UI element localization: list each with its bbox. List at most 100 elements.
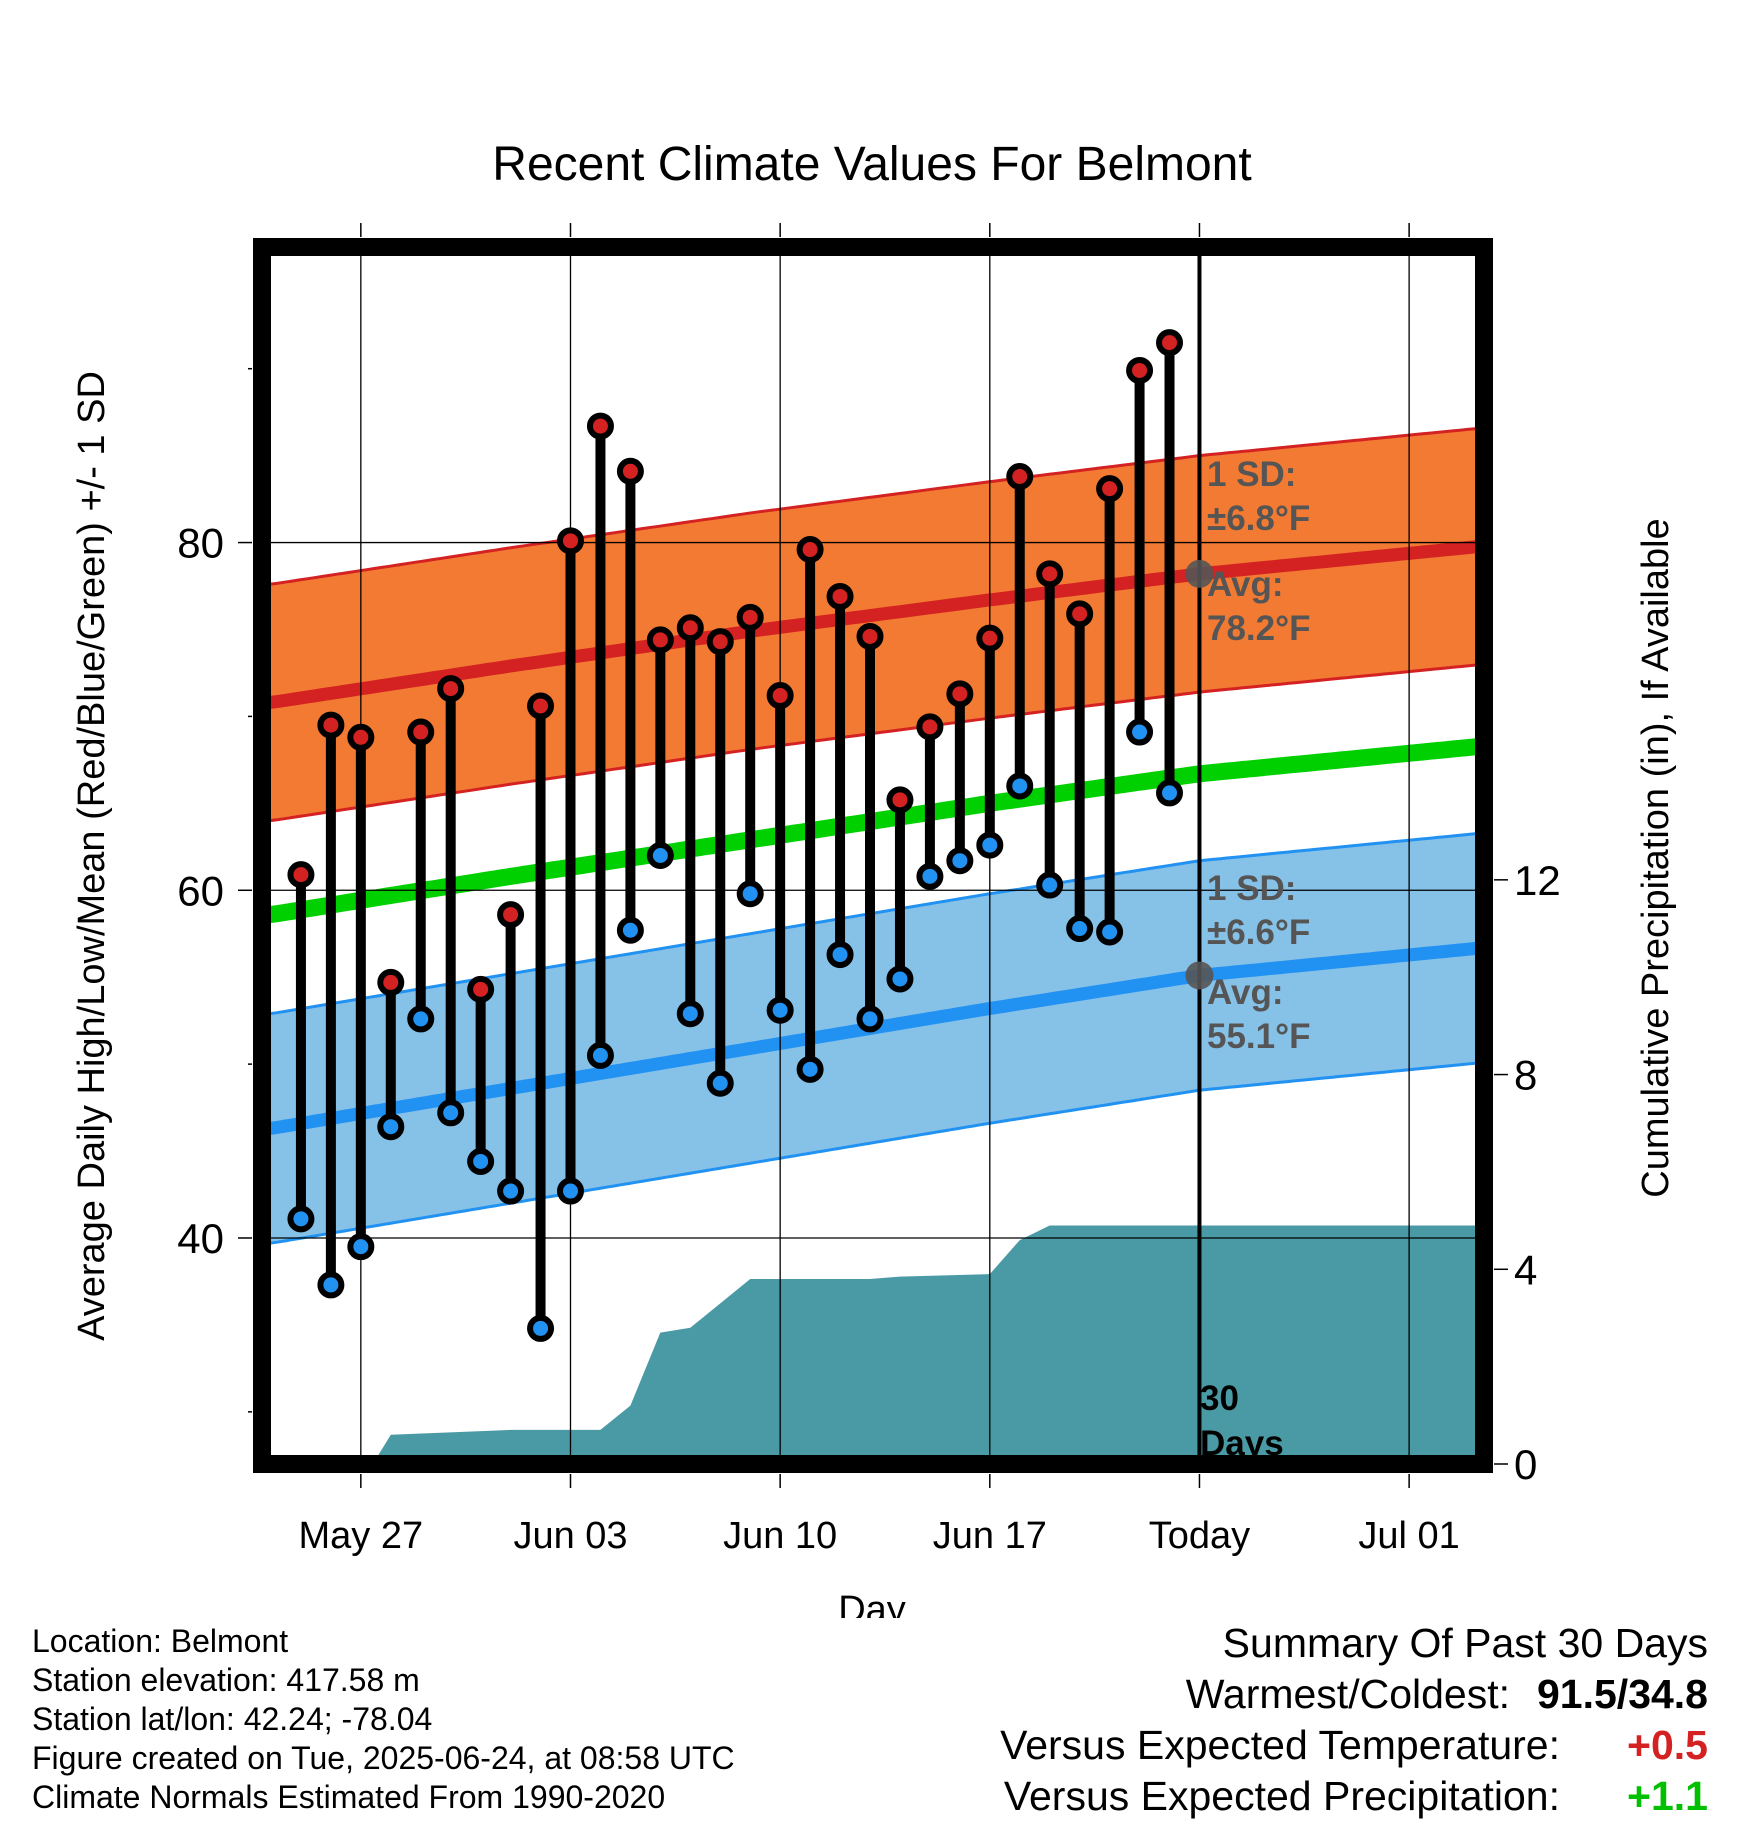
precip-value: +1.1 bbox=[1627, 1773, 1708, 1819]
daily-high-point bbox=[1126, 356, 1154, 384]
y-tick-label: 60 bbox=[177, 867, 224, 914]
summary-precip-row: Versus Expected Precipitation: +1.1 bbox=[1000, 1771, 1708, 1822]
daily-high-point bbox=[1066, 600, 1094, 628]
low-sd-band-lower-edge bbox=[262, 1061, 1483, 1245]
y2-axis-label: Cumulative Precipitation (in), If Availa… bbox=[1635, 518, 1677, 1197]
x-tick-label: Jul 01 bbox=[1358, 1515, 1459, 1557]
daily-low-point bbox=[736, 880, 764, 908]
y2-tick-label: 0 bbox=[1514, 1441, 1537, 1488]
precip-label: Versus Expected Precipitation: bbox=[1003, 1773, 1560, 1819]
daily-low-point bbox=[1156, 779, 1184, 807]
y2-tick-label: 12 bbox=[1514, 857, 1561, 904]
x-tick-label: Jun 10 bbox=[723, 1515, 837, 1557]
daily-high-point bbox=[377, 968, 405, 996]
daily-high-point bbox=[616, 457, 644, 485]
elevation-text: Station elevation: 417.58 m bbox=[32, 1662, 420, 1698]
created-text: Figure created on Tue, 2025-06-24, at 08… bbox=[32, 1740, 735, 1776]
daily-high-point bbox=[437, 675, 465, 703]
daily-low-point bbox=[556, 1177, 584, 1205]
warmest-value: 91.5/34.8 bbox=[1537, 1671, 1708, 1717]
summary-temp-row: Versus Expected Temperature: +0.5 bbox=[1000, 1720, 1708, 1771]
daily-low-point bbox=[347, 1233, 375, 1261]
daily-high-point bbox=[1156, 329, 1184, 357]
today-high-avg-marker bbox=[1185, 559, 1214, 588]
high-avg-label: Avg: bbox=[1207, 565, 1283, 604]
high-sd-value: ±6.8°F bbox=[1207, 499, 1310, 538]
daily-high-point bbox=[586, 412, 614, 440]
daily-low-point bbox=[317, 1271, 345, 1299]
daily-high-point bbox=[527, 692, 555, 720]
summary-panel: Summary Of Past 30 Days Warmest/Coldest:… bbox=[1000, 1618, 1708, 1822]
x-tick-label: May 27 bbox=[299, 1515, 424, 1557]
x-tick-label: Today bbox=[1149, 1515, 1250, 1557]
daily-low-point bbox=[916, 862, 944, 890]
daily-high-point bbox=[736, 603, 764, 631]
daily-high-point bbox=[556, 527, 584, 555]
daily-low-point bbox=[527, 1314, 555, 1342]
high-sd-band-upper-edge bbox=[262, 426, 1483, 586]
temp-value: +0.5 bbox=[1627, 1722, 1708, 1768]
daily-high-point bbox=[407, 718, 435, 746]
climate-chart: Recent Climate Values For Belmont 406080… bbox=[71, 138, 1677, 1618]
x-axis-label: Day bbox=[838, 1589, 906, 1618]
daily-low-point bbox=[1066, 915, 1094, 943]
y2-tick-label: 4 bbox=[1514, 1246, 1537, 1293]
warmest-label: Warmest/Coldest: bbox=[1185, 1671, 1510, 1717]
daily-high-point bbox=[317, 711, 345, 739]
plot-frame bbox=[253, 238, 1493, 1473]
daily-low-point bbox=[856, 1005, 884, 1033]
daily-high-point bbox=[886, 786, 914, 814]
daily-low-point bbox=[467, 1147, 495, 1175]
summary-title: Summary Of Past 30 Days bbox=[1222, 1620, 1708, 1666]
normals-text: Climate Normals Estimated From 1990-2020 bbox=[32, 1779, 666, 1815]
daily-high-point bbox=[1036, 560, 1064, 588]
daily-low-point bbox=[586, 1041, 614, 1069]
daily-low-point bbox=[796, 1055, 824, 1083]
low-avg-value: 55.1°F bbox=[1207, 1017, 1311, 1056]
daily-low-point bbox=[976, 831, 1004, 859]
y-tick-label: 40 bbox=[177, 1215, 224, 1262]
daily-high-point bbox=[1006, 462, 1034, 490]
chart-title: Recent Climate Values For Belmont bbox=[492, 138, 1251, 191]
summary-warmest-row: Warmest/Coldest: 91.5/34.8 bbox=[1000, 1669, 1708, 1720]
daily-low-point bbox=[497, 1177, 525, 1205]
daily-low-point bbox=[437, 1099, 465, 1127]
daily-low-point bbox=[377, 1113, 405, 1141]
daily-low-point bbox=[646, 842, 674, 869]
location-text: Location: Belmont bbox=[32, 1623, 289, 1659]
days-label-line1: 30 bbox=[1200, 1379, 1239, 1418]
daily-high-point bbox=[347, 723, 375, 751]
daily-low-point bbox=[407, 1005, 435, 1033]
station-info: Location: Belmont Station elevation: 417… bbox=[32, 1622, 735, 1817]
daily-low-point bbox=[706, 1069, 734, 1097]
daily-low-point bbox=[1096, 918, 1124, 946]
daily-high-point bbox=[646, 626, 674, 654]
daily-high-point bbox=[497, 901, 525, 929]
days-label-line2: Days bbox=[1200, 1424, 1284, 1463]
daily-low-point bbox=[1006, 772, 1034, 800]
daily-high-point bbox=[856, 622, 884, 650]
daily-high-point bbox=[766, 682, 794, 710]
y-tick-label: 80 bbox=[177, 520, 224, 567]
daily-high-point bbox=[1096, 475, 1124, 503]
low-sd-label: 1 SD: bbox=[1207, 869, 1296, 908]
daily-high-point bbox=[676, 614, 704, 642]
y-axis-label: Average Daily High/Low/Mean (Red/Blue/Gr… bbox=[71, 371, 113, 1341]
x-tick-label: Jun 17 bbox=[933, 1515, 1047, 1557]
daily-low-point bbox=[616, 916, 644, 944]
daily-high-point bbox=[287, 861, 315, 889]
daily-high-point bbox=[976, 624, 1004, 652]
high-sd-label: 1 SD: bbox=[1207, 455, 1296, 494]
daily-high-point bbox=[467, 975, 495, 1003]
low-avg-label: Avg: bbox=[1207, 973, 1283, 1012]
daily-low-point bbox=[1036, 871, 1064, 899]
daily-low-point bbox=[676, 1000, 704, 1028]
y2-tick-label: 8 bbox=[1514, 1052, 1537, 1099]
daily-high-point bbox=[706, 628, 734, 656]
daily-high-point bbox=[826, 582, 854, 610]
daily-low-point bbox=[946, 847, 974, 875]
daily-high-point bbox=[916, 713, 944, 741]
daily-high-point bbox=[946, 680, 974, 708]
daily-low-point bbox=[826, 941, 854, 969]
low-sd-value: ±6.6°F bbox=[1207, 913, 1310, 952]
